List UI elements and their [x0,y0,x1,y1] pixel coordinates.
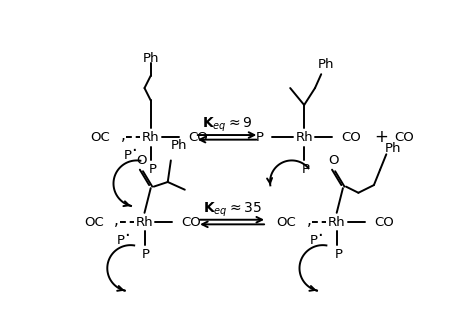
Text: O: O [136,154,146,167]
Text: +: + [374,128,388,146]
Text: P: P [334,248,342,261]
Text: P: P [256,131,264,144]
Text: ·: · [131,142,137,160]
Text: OC: OC [277,215,296,228]
Text: Rh: Rh [328,215,346,228]
Text: CO: CO [188,131,208,144]
Text: $\mathit{\mathbf{K}}_{eq}$$\approx$9: $\mathit{\mathbf{K}}_{eq}$$\approx$9 [202,116,252,134]
Text: Ph: Ph [170,138,187,152]
Text: ,: , [114,213,119,228]
Text: P: P [310,234,318,247]
Text: Rh: Rh [136,215,153,228]
Text: OC: OC [91,131,110,144]
Text: P: P [301,163,310,176]
Text: OC: OC [84,215,104,228]
Text: ,: , [306,213,311,228]
Text: O: O [328,154,339,167]
Text: Rh: Rh [142,131,160,144]
Text: Ph: Ph [318,58,334,72]
Text: CO: CO [394,131,414,144]
Text: P: P [148,163,156,176]
Text: ·: · [317,227,322,245]
Text: Ph: Ph [143,51,159,65]
Text: P: P [117,234,125,247]
Text: $\mathit{\mathbf{K}}_{eq}$$\approx$35: $\mathit{\mathbf{K}}_{eq}$$\approx$35 [203,201,262,219]
Text: P: P [142,248,150,261]
Text: CO: CO [182,215,201,228]
Text: ,: , [120,128,125,143]
Text: ·: · [125,227,130,245]
Text: CO: CO [341,131,361,144]
Text: P: P [123,149,131,162]
Text: CO: CO [374,215,393,228]
Text: Rh: Rh [295,131,313,144]
Text: Ph: Ph [384,142,401,155]
